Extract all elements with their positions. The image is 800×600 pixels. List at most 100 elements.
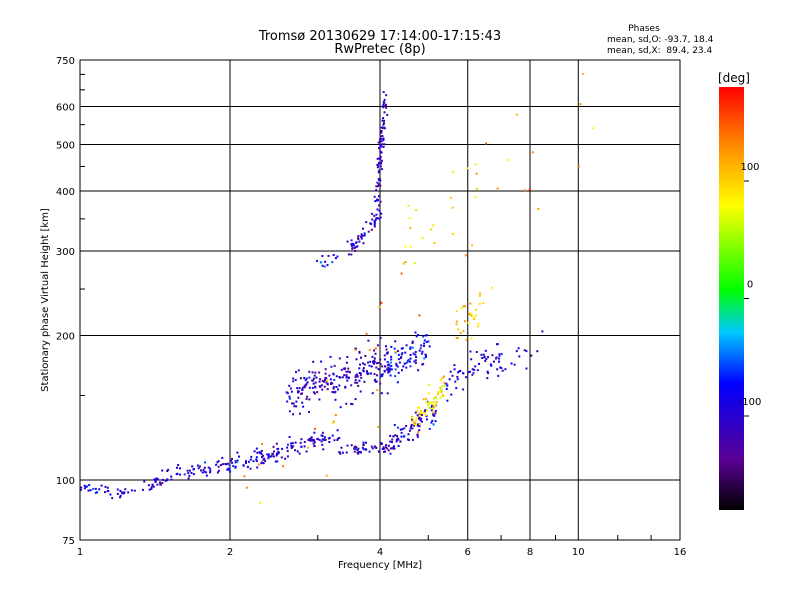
data-point <box>478 302 481 305</box>
data-point <box>382 104 385 107</box>
data-point <box>312 377 315 380</box>
data-point <box>405 362 408 364</box>
data-point <box>373 349 375 352</box>
data-point <box>396 437 399 440</box>
data-point <box>411 346 414 349</box>
data-point <box>378 195 380 198</box>
data-point <box>322 448 325 451</box>
data-point <box>305 450 308 453</box>
colorbar <box>719 87 744 510</box>
data-point <box>330 383 332 385</box>
data-point <box>403 362 406 365</box>
data-point <box>207 466 210 469</box>
x-tick-label: 1 <box>77 547 83 558</box>
data-point <box>414 424 417 427</box>
data-point <box>298 452 301 455</box>
data-point <box>485 358 488 360</box>
data-point <box>314 427 316 430</box>
data-point <box>397 426 399 429</box>
data-point <box>407 433 410 436</box>
data-point <box>227 462 229 465</box>
x-tick-label: 2 <box>227 547 233 558</box>
data-point <box>424 414 427 416</box>
data-point <box>496 187 499 190</box>
data-point <box>293 405 296 408</box>
data-point <box>266 453 269 456</box>
data-point <box>219 464 222 467</box>
data-point <box>358 367 361 370</box>
data-point <box>368 364 371 367</box>
data-point <box>311 386 314 389</box>
data-point <box>367 339 370 342</box>
data-point <box>306 381 309 384</box>
data-point <box>288 410 291 413</box>
data-point <box>416 435 419 438</box>
data-point <box>281 447 284 450</box>
data-point <box>409 357 412 360</box>
data-point <box>296 387 299 390</box>
data-point <box>523 189 526 191</box>
data-point <box>273 450 275 453</box>
data-point <box>528 188 531 191</box>
data-point <box>166 479 169 482</box>
data-point <box>491 286 494 289</box>
data-point <box>463 320 466 323</box>
data-point <box>305 382 308 385</box>
data-point <box>499 366 502 369</box>
data-point <box>294 449 297 452</box>
data-point <box>591 127 594 130</box>
data-point <box>320 360 323 363</box>
data-point <box>338 437 341 439</box>
data-point <box>389 440 392 443</box>
data-point <box>209 467 212 470</box>
data-point <box>330 365 333 368</box>
data-point <box>98 488 101 491</box>
data-point <box>310 439 313 442</box>
data-point <box>358 379 361 382</box>
data-point <box>350 253 353 256</box>
data-point <box>386 392 389 395</box>
data-point <box>482 302 485 304</box>
data-point <box>381 448 384 450</box>
data-point <box>353 246 356 249</box>
data-point <box>478 294 481 297</box>
data-point <box>359 373 362 376</box>
data-point <box>324 372 327 375</box>
data-point <box>362 367 365 370</box>
data-point <box>301 401 304 404</box>
data-point <box>423 412 426 415</box>
data-point <box>357 451 360 454</box>
data-point <box>427 340 430 343</box>
data-point <box>424 334 427 337</box>
data-point <box>391 447 394 450</box>
data-point <box>426 409 428 412</box>
data-point <box>343 374 346 377</box>
data-point <box>456 375 459 378</box>
data-point <box>321 255 324 257</box>
data-point <box>175 473 178 476</box>
data-point <box>413 423 416 426</box>
data-point <box>358 372 361 374</box>
data-point <box>313 374 316 377</box>
data-point <box>354 447 357 450</box>
data-point <box>379 135 382 138</box>
data-point <box>474 314 477 317</box>
data-point <box>498 354 501 357</box>
data-point <box>378 147 380 150</box>
data-point <box>382 123 385 126</box>
data-point <box>465 376 468 379</box>
colorbar-tick-label: -100 <box>739 397 762 408</box>
data-point <box>411 342 414 344</box>
data-point <box>415 335 418 338</box>
data-point <box>346 444 349 447</box>
data-point <box>400 353 403 356</box>
data-point <box>431 419 434 422</box>
data-point <box>395 440 398 443</box>
data-point <box>378 209 381 212</box>
data-point <box>344 385 347 388</box>
data-point <box>413 262 416 265</box>
data-point <box>390 447 392 450</box>
data-point <box>443 381 446 384</box>
data-point <box>382 139 385 142</box>
data-point <box>478 362 480 365</box>
